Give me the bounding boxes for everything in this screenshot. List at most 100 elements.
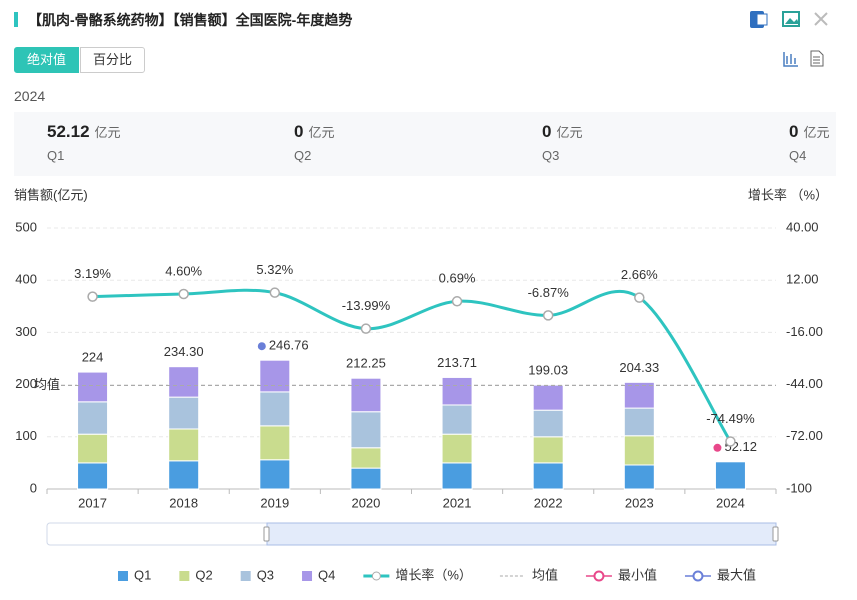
kpi-row: 0 亿元 [294,122,499,142]
legend-label: 最小值 [618,567,657,582]
y2-tick-label: -16.00 [786,324,823,339]
legend-label: Q3 [257,567,274,582]
legend-item[interactable]: Q2 [179,567,213,582]
y2-tick-label: -100 [786,480,812,495]
legend-label: Q1 [134,567,151,582]
bar-segment [168,460,200,490]
growth-label: 4.60% [165,263,202,278]
legend-symbol [118,571,128,581]
kpi-unit: 亿元 [556,125,583,140]
bar-segment [77,371,109,403]
kpi-row: 52.12 亿元 [47,122,252,142]
legend-symbol [240,571,251,581]
growth-point [725,436,736,447]
max-marker [257,342,266,351]
legend-item[interactable]: 最小值 [585,567,657,582]
y2-axis-title: 增长率 （%） [748,187,828,202]
kpi-card: 0 亿元 Q2 [294,112,499,176]
legend-item[interactable]: 增长率（%） [363,567,472,582]
x-tick-label: 2021 [443,495,472,510]
bar-segment [623,407,655,437]
total-label: 224 [82,350,104,365]
kpi-card: 0 亿元 Q4 [789,112,857,176]
zoom-selection[interactable] [266,522,777,546]
bar-segment [532,462,564,490]
tab[interactable]: 绝对值 [14,47,80,73]
bar-segment [532,409,564,438]
growth-label: 0.69% [439,271,476,286]
y2-tick-label: 40.00 [786,219,819,234]
title: 【肌肉-骨骼系统药物】【销售额】全国医院-年度趋势 [28,12,353,28]
bar-segment [623,435,655,466]
bar-segment [350,411,382,449]
legend-item[interactable]: Q3 [240,567,274,582]
y2-tick-label: -44.00 [786,376,823,391]
legend-item[interactable]: 均值 [499,567,558,582]
zoom-handle[interactable] [772,526,779,542]
min-marker [713,443,722,452]
kpi-unit: 亿元 [94,125,121,140]
legend-item[interactable]: Q1 [118,567,151,582]
kpi-card: 0 亿元 Q3 [542,112,747,176]
x-tick-label: 2024 [716,495,745,510]
legend-symbol [179,571,190,581]
bar-segment [77,401,109,435]
kpi-unit: 亿元 [308,125,335,140]
legend-symbol [371,571,381,581]
total-label: 246.76 [269,338,309,353]
kpi-unit: 亿元 [803,125,830,140]
bar-segment [623,381,655,409]
y-axis-title: 销售额(亿元) [14,187,88,202]
zoom-handle[interactable] [263,526,270,542]
kpi-label: Q4 [789,148,807,163]
bar-segment [168,396,200,430]
tab[interactable]: 百分比 [80,47,146,73]
growth-label: -13.99% [342,298,391,313]
kpi-value: 0 [294,122,304,141]
x-tick-label: 2019 [260,495,289,510]
bar-segment [168,366,200,398]
bar-segment [259,459,291,490]
y2-tick-label: -72.00 [786,428,823,443]
legend-item[interactable]: Q4 [302,567,335,582]
growth-point [542,310,554,321]
legend-label: Q2 [195,567,212,582]
bar-segment [259,425,291,461]
total-label: 234.30 [164,344,204,359]
growth-label: 5.32% [256,262,293,277]
growth-point [269,287,281,298]
x-tick-label: 2017 [78,495,107,510]
growth-label: 3.19% [74,266,111,281]
kpi-label: Q2 [294,148,312,163]
y-tick-label: 400 [15,272,37,287]
average-label: 均值 [34,377,60,392]
kpi-value: 52.12 [47,122,90,141]
legend-label: 均值 [532,567,558,582]
x-tick-label: 2020 [351,495,380,510]
toolbar-icons[interactable] [750,11,828,67]
total-label: 213.71 [437,355,477,370]
year: 2024 [14,88,46,104]
y-tick-label: 500 [15,219,37,234]
kpi-row: 0 亿元 [542,122,747,142]
legend-item[interactable]: 最大值 [684,567,756,582]
bar-segment [259,391,291,427]
x-tick-label: 2022 [534,495,563,510]
y-tick-label: 0 [30,480,37,495]
legend-label: 增长率（%） [395,567,472,582]
kpi-label: Q3 [542,148,560,163]
bar-segment [259,359,291,393]
growth-label: 2.66% [621,267,658,282]
bar-segment [77,433,109,464]
x-tick-label: 2018 [169,495,198,510]
total-label: 204.33 [619,360,659,375]
growth-point [178,288,189,300]
bar-segment [168,428,200,462]
card-strip [14,112,836,176]
bar-segment [441,433,473,464]
legend-label: 最大值 [717,567,756,582]
x-tick-label: 2023 [625,495,654,510]
growth-label: -6.87% [528,285,570,300]
